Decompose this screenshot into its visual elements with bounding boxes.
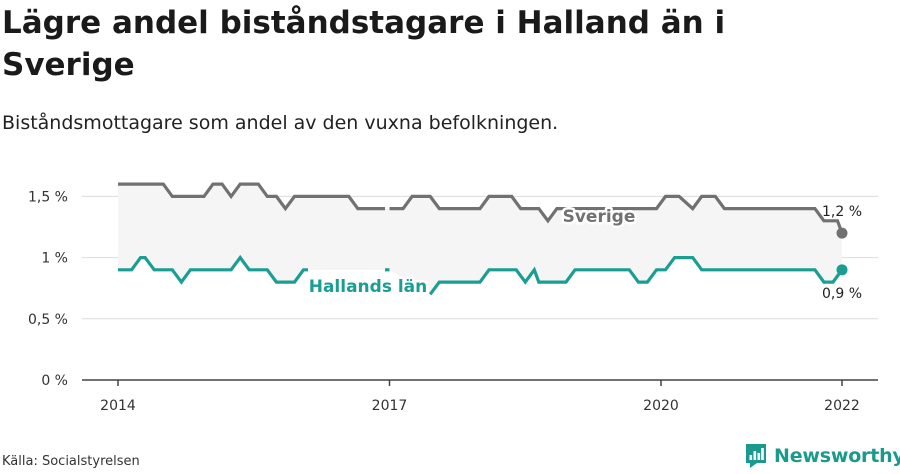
series-end-marker	[836, 227, 848, 239]
newsworthy-brand[interactable]: Newsworthy	[744, 442, 900, 470]
halland-series-label: Hallands län	[309, 277, 428, 297]
brand-name: Newsworthy	[774, 445, 900, 467]
x-tick-label: 2014	[100, 398, 136, 414]
chart-subtitle: Biståndsmottagare som andel av den vuxna…	[2, 112, 559, 134]
series-end-marker	[836, 264, 848, 276]
x-tick-label: 2017	[372, 398, 408, 414]
y-tick-label: 1 %	[41, 251, 68, 267]
x-tick-label: 2020	[643, 398, 679, 414]
sverige-end-label: 1,2 %	[822, 204, 862, 220]
y-tick-label: 0 %	[41, 373, 68, 389]
x-tick-label: 2022	[824, 398, 860, 414]
source-note: Källa: Socialstyrelsen	[2, 454, 140, 469]
series-line-sverige	[118, 182, 844, 234]
halland-end-label: 0,9 %	[822, 286, 862, 302]
series-line-halland	[118, 254, 844, 296]
y-tick-label: 0,5 %	[28, 312, 68, 328]
sverige-series-label: Sverige	[563, 207, 636, 227]
difference-band	[118, 184, 842, 295]
y-tick-label: 1,5 %	[28, 189, 68, 205]
line-chart: 0 % 0,5 % 1 % 1,5 % 2014 2017 2020 2022 1,2 % 0,9…	[28, 182, 878, 414]
bar-chart-logo-icon	[746, 444, 766, 468]
chart-title: Lägre andel biståndstagare i Halland än …	[2, 5, 726, 83]
